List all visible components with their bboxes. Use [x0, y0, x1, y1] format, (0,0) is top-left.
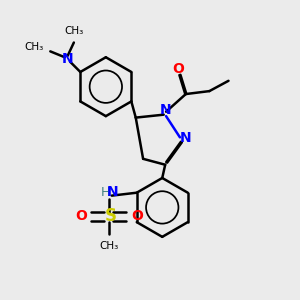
Text: N: N	[159, 103, 171, 117]
Text: CH₃: CH₃	[99, 241, 119, 251]
Text: CH₃: CH₃	[24, 42, 44, 52]
Text: N: N	[180, 131, 192, 145]
Text: S: S	[104, 207, 116, 225]
Text: N: N	[107, 185, 118, 199]
Text: CH₃: CH₃	[65, 26, 84, 36]
Text: O: O	[131, 209, 143, 223]
Text: O: O	[75, 209, 87, 223]
Text: O: O	[172, 62, 184, 76]
Text: N: N	[61, 52, 73, 66]
Text: H: H	[101, 186, 110, 199]
